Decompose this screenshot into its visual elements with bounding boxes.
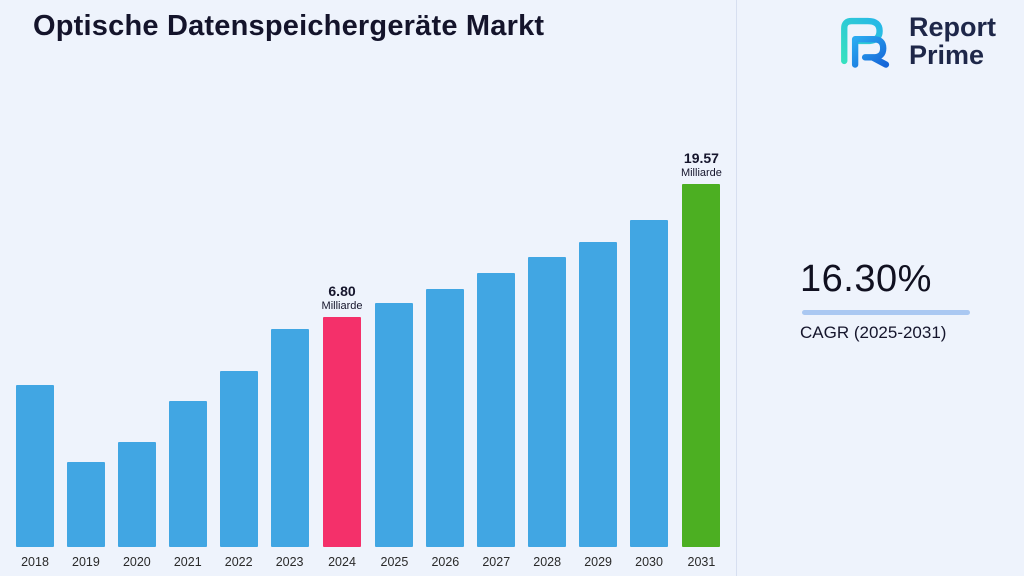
x-tick-2020: 2020 [122, 555, 151, 569]
bar-column-2018: 2018 [16, 120, 54, 570]
brand-logo: Report Prime [833, 12, 996, 70]
x-tick-2021: 2021 [173, 555, 202, 569]
bar-column-2024: 6.80 Milliarde 2024 [322, 120, 363, 570]
x-tick-2024: 2024 [328, 555, 356, 569]
x-tick-2025: 2025 [380, 555, 409, 569]
bar-column-2021: 2021 [168, 120, 207, 570]
x-tick-2029: 2029 [584, 555, 613, 569]
bar-2031 [682, 184, 721, 547]
x-tick-2027: 2027 [482, 555, 511, 569]
logo-text-prime: Prime [909, 40, 985, 70]
bar-2027 [477, 273, 516, 547]
bar-column-2027: 2027 [477, 120, 516, 570]
divider [736, 0, 737, 576]
cagr-label: CAGR (2025-2031) [800, 323, 947, 342]
logo-text-report: Report [909, 11, 996, 42]
bar-2022 [219, 371, 258, 547]
x-tick-2031: 2031 [687, 555, 716, 569]
x-tick-2023: 2023 [275, 555, 304, 569]
bar-column-2030: 2030 [630, 120, 669, 570]
bar-column-2026: 2026 [426, 120, 465, 570]
x-tick-2030: 2030 [635, 555, 663, 569]
bar-label-2024: 6.80 Milliarde [321, 283, 363, 312]
bar-2019 [66, 462, 105, 547]
bar-2030 [630, 220, 669, 547]
bar-2028 [528, 257, 567, 547]
bar-2023 [270, 329, 309, 547]
bar-chart: 2018 2019 2020 2021 2022 2023 6.80 Milliarde 202… [16, 120, 722, 570]
report-prime-logo-icon [841, 17, 890, 68]
bar-2024 [323, 317, 362, 547]
page-title: Optische Datenspeichergeräte Markt [33, 10, 545, 42]
bar-2025 [375, 303, 414, 547]
bar-column-2031: 19.57 Milliarde 2031 [681, 120, 722, 570]
bar-2026 [426, 289, 465, 547]
bar-2021 [168, 401, 207, 547]
x-tick-2026: 2026 [431, 555, 460, 569]
bar-column-2029: 2029 [579, 120, 618, 570]
logo-wordmark: Report Prime [909, 11, 996, 70]
bar-label-2031: 19.57 Milliarde [680, 150, 722, 179]
bar-column-2025: 2025 [375, 120, 414, 570]
bar-column-2022: 2022 [219, 120, 258, 570]
bar-column-2019: 2019 [66, 120, 105, 570]
cagr-value: 16.30% [800, 258, 932, 300]
bar-column-2023: 2023 [270, 120, 309, 570]
cagr-panel: 16.30% CAGR (2025-2031) [800, 258, 980, 343]
bar-column-2020: 2020 [117, 120, 156, 570]
bar-2018 [16, 385, 54, 547]
bar-2029 [579, 242, 618, 547]
cagr-underline [802, 310, 970, 315]
x-tick-2018: 2018 [21, 555, 49, 569]
bar-2020 [117, 442, 156, 547]
x-tick-2019: 2019 [72, 555, 100, 569]
x-tick-2028: 2028 [533, 555, 562, 569]
x-tick-2022: 2022 [224, 555, 253, 569]
bar-column-2028: 2028 [528, 120, 567, 570]
